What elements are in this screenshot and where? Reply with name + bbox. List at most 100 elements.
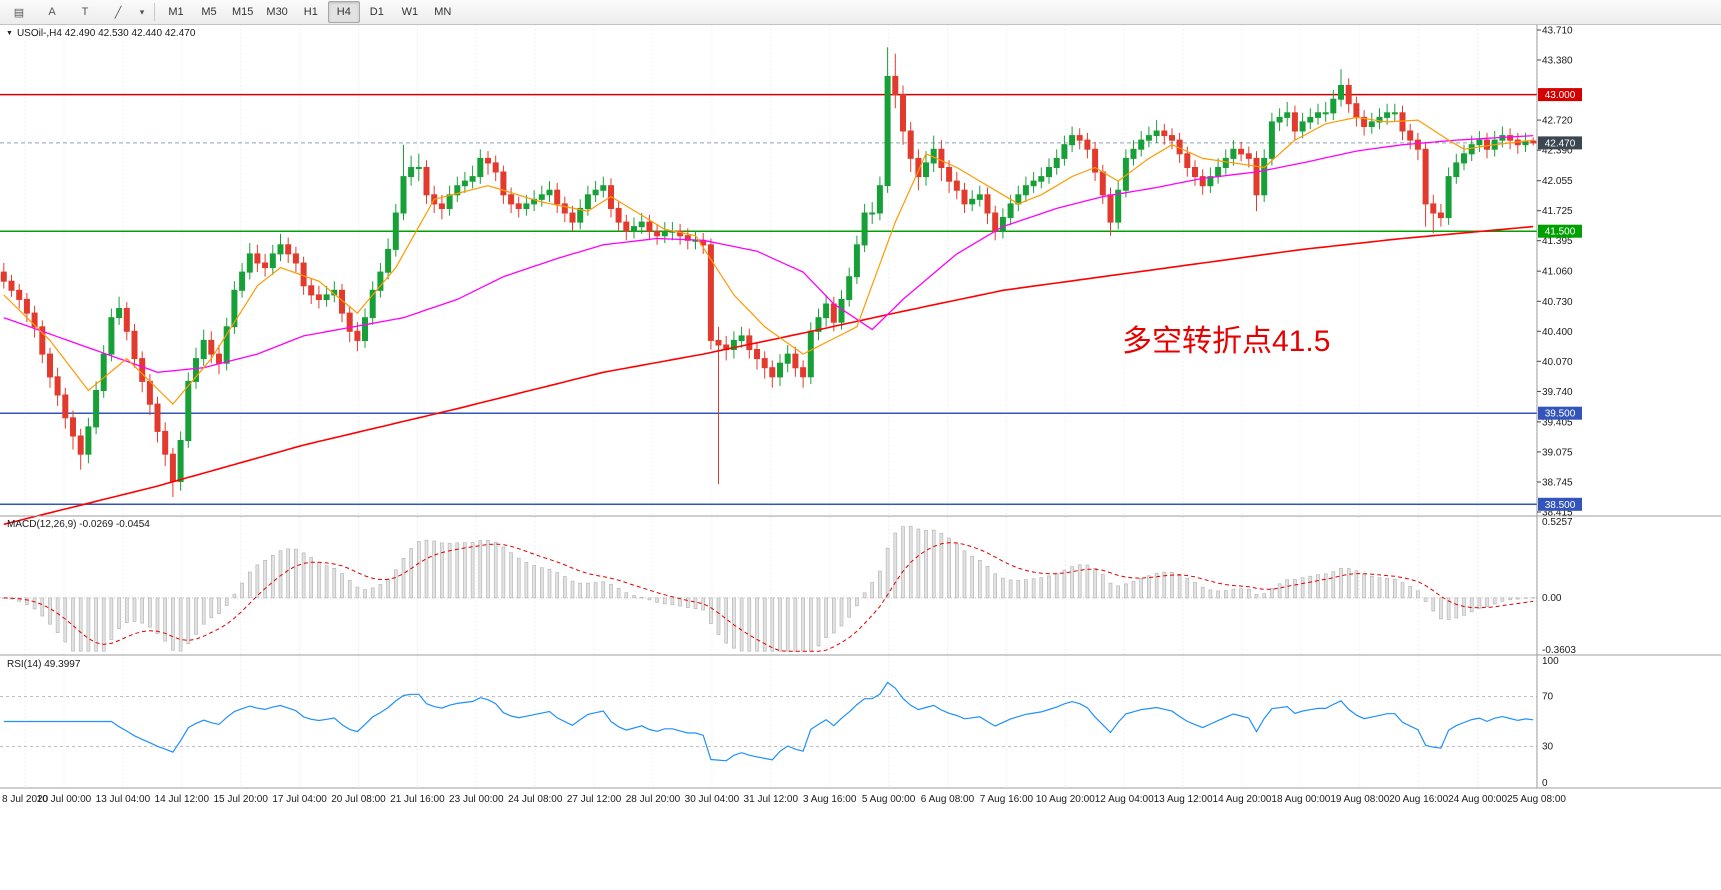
rsi-indicator-label: RSI(14) 49.3997 (7, 659, 81, 670)
price-badge-label: 42.470 (1545, 138, 1576, 149)
macd-pane (0, 525, 1537, 652)
horizontal-level-lines[interactable] (0, 93, 1537, 506)
date-tick-label: 7 Aug 16:00 (980, 794, 1034, 805)
timeframe-button-h4[interactable]: H4 (327, 1, 360, 23)
price-tick-label: 40.400 (1542, 327, 1573, 338)
date-tick-label: 10 Jul 00:00 (37, 794, 92, 805)
date-tick-label: 6 Aug 08:00 (921, 794, 975, 805)
macd-signal-line (3, 542, 1534, 652)
rsi-tick-label: 0 (1542, 778, 1548, 789)
price-tick-label: 42.720 (1542, 116, 1573, 127)
price-tick-label: 40.070 (1542, 357, 1573, 368)
price-tick-label: 43.380 (1542, 56, 1573, 67)
indicators-icon[interactable]: ▤ (13, 6, 25, 19)
price-axis[interactable]: 43.710 43.380 42.720 42.390 42.055 41.725 41.3… (1537, 26, 1573, 519)
date-tick-label: 14 Aug 20:00 (1213, 794, 1272, 805)
ma-mid-line (3, 134, 1534, 373)
macd-tick-label: -0.3603 (1542, 645, 1576, 656)
price-tick-label: 40.730 (1542, 297, 1573, 308)
price-badge (1538, 224, 1582, 238)
price-tick-label: 41.060 (1542, 267, 1573, 278)
price-badge-label: 39.500 (1545, 409, 1576, 420)
date-tick-label: 12 Aug 04:00 (1095, 794, 1154, 805)
text-label-icon[interactable]: A (48, 6, 56, 18)
date-tick-label: 20 Jul 08:00 (331, 794, 386, 805)
price-tick-label: 38.745 (1542, 478, 1573, 489)
price-badge (1538, 406, 1582, 420)
date-tick-label: 28 Jul 20:00 (626, 794, 681, 805)
price-badge-label: 41.500 (1545, 227, 1576, 238)
date-tick-label: 8 Jul 2020 (2, 794, 49, 805)
timeframe-button-d1[interactable]: D1 (369, 6, 384, 18)
date-tick-label: 24 Jul 08:00 (508, 794, 563, 805)
price-tick-label: 41.395 (1542, 236, 1573, 247)
date-tick-label: 23 Jul 00:00 (449, 794, 504, 805)
timeframe-button-w1[interactable]: W1 (401, 6, 419, 18)
candles-layer (0, 47, 1537, 497)
chart-title-bar: ▼ USOil-,H4 42.490 42.530 42.440 42.470 (6, 28, 195, 39)
rsi-tick-label: 70 (1542, 692, 1554, 703)
moving-average-lines (3, 116, 1534, 526)
timeframe-button-mn[interactable]: MN (434, 6, 452, 18)
price-badge (1538, 88, 1582, 102)
ma-fast-line (3, 116, 1534, 405)
symbol-dropdown-icon[interactable]: ▼ (6, 30, 13, 37)
timeframe-button-m5[interactable]: M5 (201, 6, 217, 18)
price-tick-label: 38.415 (1542, 508, 1573, 519)
date-tick-label: 10 Aug 20:00 (1036, 794, 1095, 805)
price-badge (1538, 497, 1582, 511)
pane-frames (0, 25, 1721, 789)
macd-histogram (1, 525, 1535, 652)
date-tick-label: 30 Jul 04:00 (685, 794, 740, 805)
date-tick-label: 27 Jul 12:00 (567, 794, 622, 805)
dropdown-caret-icon[interactable]: ▾ (139, 6, 145, 17)
date-tick-label: 25 Aug 08:00 (1507, 794, 1566, 805)
date-tick-label: 19 Aug 08:00 (1330, 794, 1389, 805)
price-tick-label: 43.710 (1542, 26, 1573, 37)
date-tick-label: 17 Jul 04:00 (272, 794, 327, 805)
timeframe-button-h1[interactable]: H1 (303, 6, 318, 18)
price-tick-label: 41.725 (1542, 206, 1573, 217)
chart-annotation-text[interactable]: 多空转折点41.5 (1122, 325, 1331, 358)
chart-title-text: USOil-,H4 42.490 42.530 42.440 42.470 (16, 28, 196, 39)
price-badge-label: 43.000 (1545, 90, 1576, 101)
date-tick-label: 3 Aug 16:00 (803, 794, 857, 805)
price-tick-label: 39.740 (1542, 387, 1573, 398)
toolbar-icon-group: ▤ A T ╱ ▾ (3, 1, 149, 23)
date-tick-label: 13 Jul 04:00 (96, 794, 151, 805)
date-tick-label: 24 Aug 00:00 (1448, 794, 1507, 805)
macd-tick-label: 0.00 (1542, 593, 1562, 604)
date-tick-label: 31 Jul 12:00 (744, 794, 799, 805)
price-tick-label: 39.075 (1542, 447, 1573, 458)
price-tick-label: 42.390 (1542, 146, 1573, 157)
rsi-pane (0, 681, 1537, 762)
rsi-tick-label: 100 (1542, 656, 1559, 667)
drawing-tools-icon[interactable]: ╱ (114, 6, 122, 19)
timeframe-button-m1[interactable]: M1 (168, 6, 184, 18)
rsi-line (3, 681, 1534, 762)
date-tick-label: 20 Aug 16:00 (1389, 794, 1448, 805)
text-cursor-icon[interactable]: T (81, 6, 89, 18)
price-badges: 43.000 41.500 39.500 38.500 42.470 (1538, 88, 1582, 511)
date-tick-label: 14 Jul 12:00 (155, 794, 210, 805)
timeframe-button-group: M1 M5 M15 M30 H1 H4 D1 W1 MN (160, 1, 459, 23)
grid-lines (24, 25, 1537, 788)
toolbar-separator (154, 3, 155, 21)
toolbar: ▤ A T ╱ ▾ M1 M5 M15 M30 H1 H4 D1 W1 MN (0, 0, 1721, 25)
price-badge (1538, 136, 1582, 150)
date-tick-label: 15 Jul 20:00 (213, 794, 268, 805)
macd-tick-label: 0.5257 (1542, 517, 1573, 528)
ma-slow-line (3, 225, 1534, 526)
date-tick-label: 5 Aug 00:00 (862, 794, 916, 805)
price-tick-label: 39.405 (1542, 417, 1573, 428)
timeframe-button-m30[interactable]: M30 (266, 6, 288, 18)
rsi-tick-label: 30 (1542, 742, 1554, 753)
price-badge-label: 38.500 (1545, 500, 1576, 511)
date-tick-label: 13 Aug 12:00 (1154, 794, 1213, 805)
timeframe-button-m15[interactable]: M15 (232, 6, 254, 18)
